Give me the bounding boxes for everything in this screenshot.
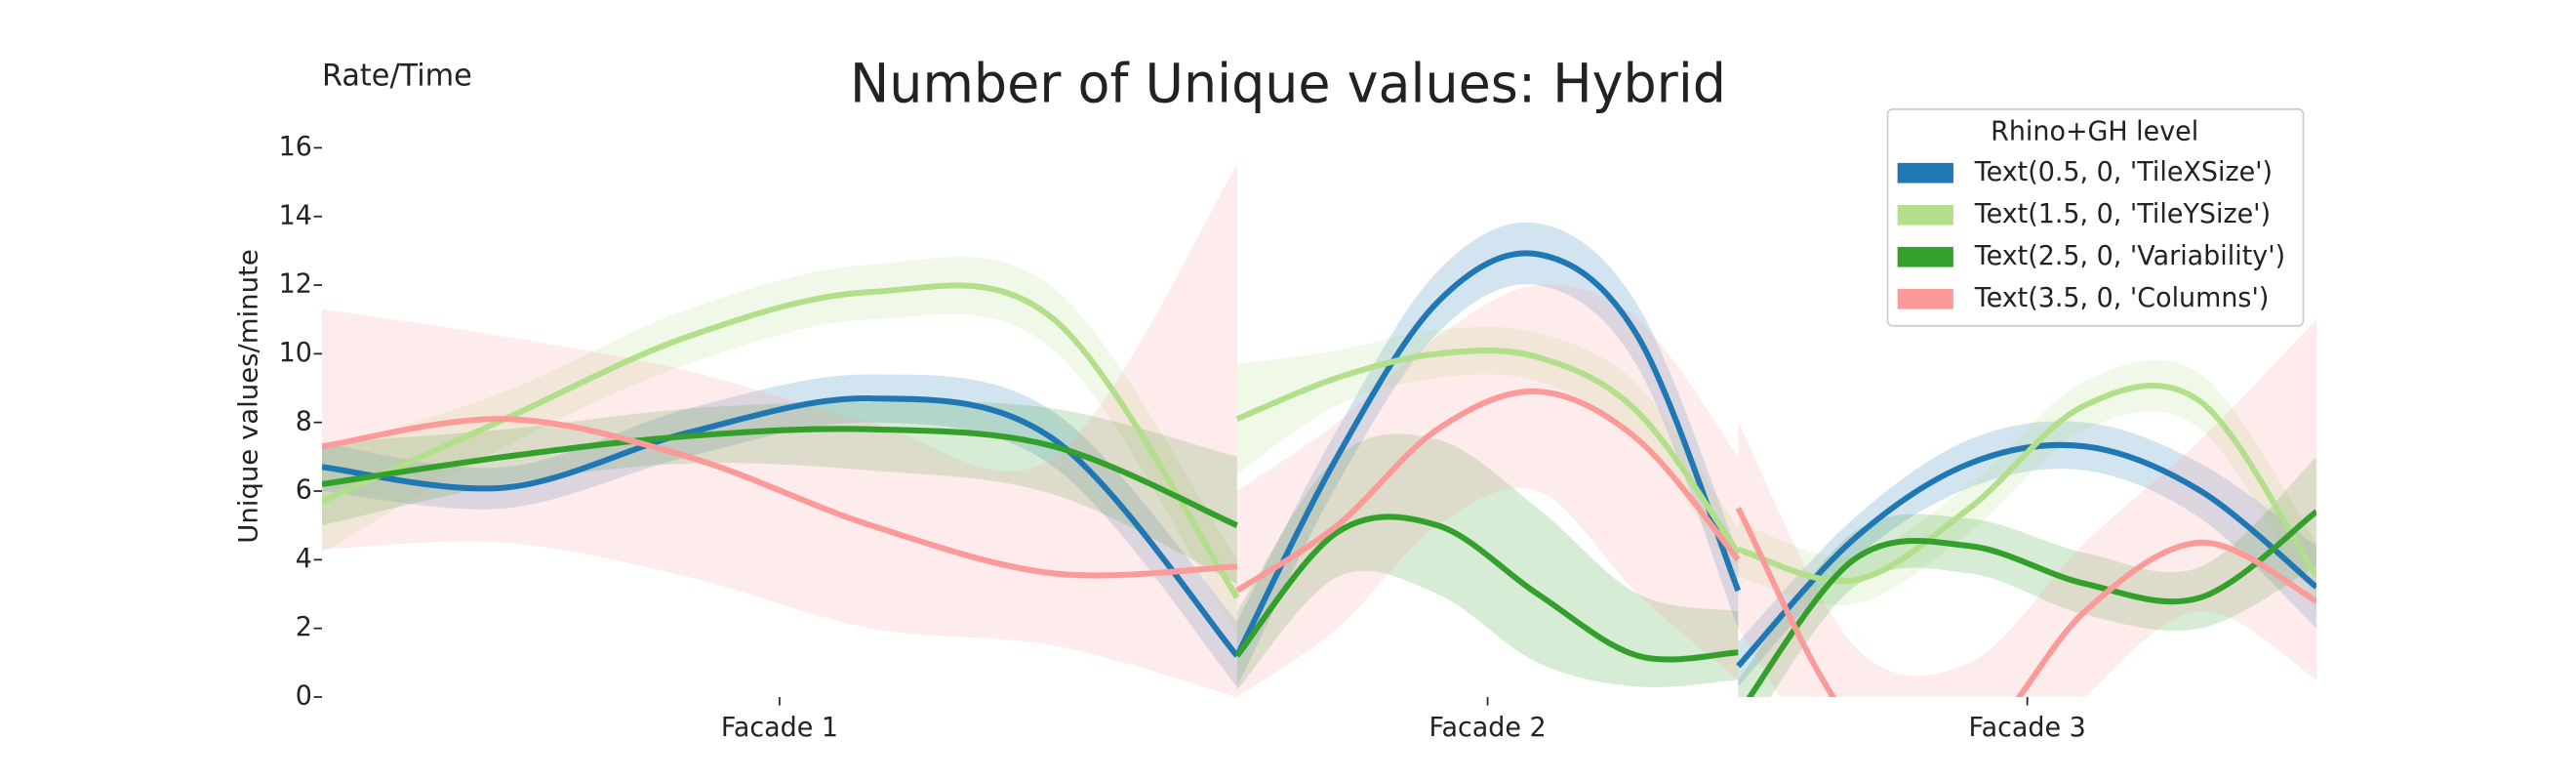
plot-area — [322, 164, 2316, 697]
line — [1737, 382, 2316, 585]
line — [1234, 250, 1742, 658]
confidence-band — [322, 257, 1237, 636]
legend-swatch — [1897, 204, 1953, 226]
y-tick-label: 14 — [279, 200, 312, 230]
line — [1234, 514, 1739, 663]
legend-label: Text(0.5, 0, 'TileXSize') — [1974, 157, 2273, 187]
line — [1736, 441, 2316, 669]
line — [322, 416, 1237, 579]
y-tick-label: 8 — [296, 406, 312, 436]
y-tick-label: 2 — [296, 612, 312, 642]
legend-label: Text(2.5, 0, 'Variability') — [1974, 241, 2285, 271]
legend-box — [1886, 107, 2305, 327]
confidence-band — [1738, 421, 2316, 687]
legend-swatch — [1897, 288, 1953, 309]
line — [1735, 507, 2316, 697]
line — [1235, 348, 1741, 555]
y-tick-label: 0 — [296, 680, 312, 711]
y-tick-label: 16 — [279, 132, 312, 162]
legend: Rhino+GH level Text(0.5, 0, 'TileXSize')… — [1886, 107, 2305, 327]
legend-swatch — [1897, 162, 1953, 184]
x-tick-label: Facade 2 — [1429, 713, 1546, 743]
y-tick-label: 12 — [279, 268, 312, 299]
x-tick-label: Facade 3 — [1969, 713, 2086, 743]
confidence-band — [1236, 433, 1739, 690]
chart-title: Number of Unique values: Hybrid — [850, 52, 1726, 115]
line — [322, 426, 1238, 528]
line — [322, 395, 1240, 658]
legend-swatch — [1897, 246, 1953, 267]
legend-label: Text(1.5, 0, 'TileYSize') — [1974, 199, 2271, 229]
confidence-band — [1738, 456, 2316, 697]
legend-title: Rhino+GH level — [1991, 116, 2198, 146]
corner-label: Rate/Time — [322, 59, 472, 93]
y-tick-label: 10 — [279, 338, 312, 368]
line — [322, 282, 1240, 599]
legend-label: Text(3.5, 0, 'Columns') — [1974, 283, 2270, 313]
confidence-band — [322, 401, 1237, 584]
y-tick-label: 4 — [296, 544, 312, 574]
x-tick-label: Facade 1 — [721, 713, 838, 743]
line — [1746, 509, 2316, 697]
y-tick-label: 6 — [296, 474, 312, 505]
confidence-band — [1738, 359, 2316, 612]
line — [1235, 389, 1741, 594]
y-axis-label: Unique values/minute — [234, 249, 264, 544]
